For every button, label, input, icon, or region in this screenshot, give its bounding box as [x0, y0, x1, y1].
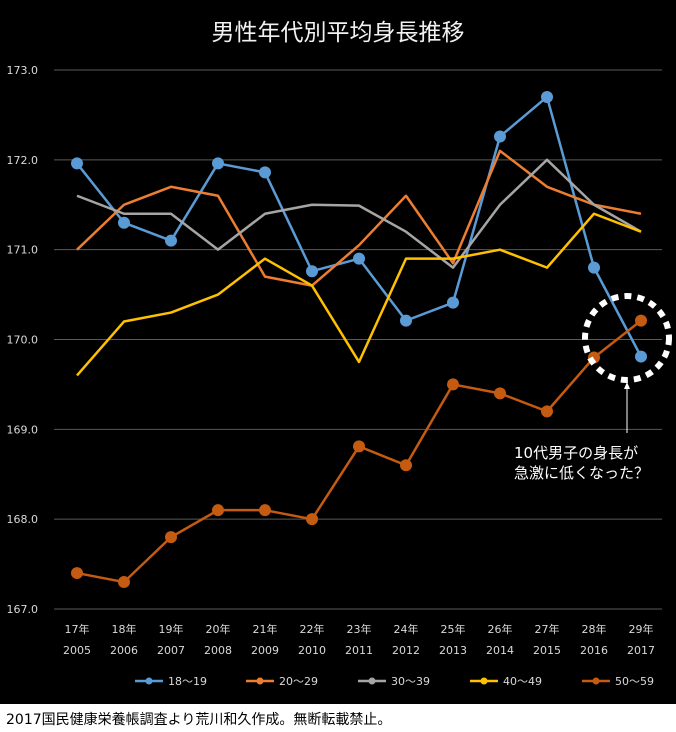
x-tick-label: 2017: [627, 644, 655, 657]
data-point: [306, 265, 318, 278]
legend-item: 40〜49: [470, 675, 542, 688]
highlight-circle: [582, 293, 672, 383]
line-chart: 男性年代別平均身長推移 173.0 172.0 171.0 170.0 169.0 168…: [7, 20, 672, 688]
legend: 18〜19 20〜29 30〜39 40〜49 50〜59: [135, 675, 654, 688]
data-point: [118, 216, 130, 229]
x-tick-label: 23年: [347, 622, 372, 636]
series-group: [71, 90, 647, 589]
series-line: [76, 158, 642, 269]
x-tick-label: 27年: [535, 622, 560, 636]
data-point: [212, 504, 224, 517]
x-tick-label: 2014: [486, 644, 514, 657]
x-tick-label: 2009: [251, 644, 279, 657]
x-tick-label: 2010: [298, 644, 326, 657]
y-tick-label: 169.0: [7, 423, 39, 436]
data-point: [494, 387, 506, 400]
legend-item: 30〜39: [358, 675, 430, 688]
data-point: [635, 314, 647, 327]
data-point: [447, 378, 459, 391]
footer-text: 2017国民健康栄養帳調査より荒川和久作成。無断転載禁止。: [6, 712, 392, 728]
data-point: [400, 314, 412, 327]
data-point: [447, 296, 459, 309]
grid: [54, 69, 662, 610]
x-tick-label: 2008: [204, 644, 232, 657]
data-point: [541, 405, 553, 418]
series-3: [76, 158, 642, 269]
x-tick-label: 2006: [110, 644, 138, 657]
legend-swatch-marker: [592, 677, 600, 685]
chart-title: 男性年代別平均身長推移: [212, 20, 465, 46]
annotation-arrowhead: [624, 382, 630, 389]
series-line: [76, 212, 642, 377]
x-tick-label: 2016: [580, 644, 608, 657]
y-tick-label: 172.0: [7, 154, 39, 167]
data-point: [588, 261, 600, 274]
chart-area: 男性年代別平均身長推移 173.0 172.0 171.0 170.0 169.0 168…: [6, 20, 672, 688]
series-line: [76, 95, 643, 358]
x-tick-label: 2011: [345, 644, 373, 657]
x-tick-label: 24年: [394, 622, 419, 636]
legend-item: 20〜29: [246, 675, 318, 688]
legend-item: 18〜19: [135, 675, 207, 688]
legend-label: 50〜59: [615, 675, 654, 688]
legend-swatch-marker: [145, 677, 153, 685]
data-point: [353, 252, 365, 265]
data-point: [541, 90, 553, 103]
data-point: [306, 513, 318, 526]
legend-label: 20〜29: [279, 675, 318, 688]
legend-label: 18〜19: [168, 675, 207, 688]
y-tick-label: 170.0: [7, 334, 39, 347]
annotation-line-1: 10代男子の身長が: [514, 444, 638, 462]
series-5: [71, 314, 647, 589]
x-tick-label: 20年: [206, 622, 231, 636]
data-point: [400, 459, 412, 472]
x-tick-label: 17年: [65, 622, 90, 636]
data-point: [212, 157, 224, 170]
data-point: [165, 234, 177, 247]
x-tick-label: 29年: [629, 622, 654, 636]
x-tick-label: 25年: [441, 622, 466, 636]
series-line: [76, 149, 642, 287]
x-tick-label: 28年: [582, 622, 607, 636]
legend-label: 40〜49: [503, 675, 542, 688]
x-tick-label: 22年: [300, 622, 325, 636]
data-point: [259, 504, 271, 517]
y-tick-label: 167.0: [7, 603, 39, 616]
data-point: [118, 576, 130, 589]
data-point: [71, 567, 83, 580]
series-4: [76, 212, 642, 377]
x-tick-label: 2015: [533, 644, 561, 657]
data-point: [71, 157, 83, 170]
y-tick-label: 173.0: [7, 64, 39, 77]
x-tick-label: 2013: [439, 644, 467, 657]
series-2: [76, 149, 642, 287]
data-point: [353, 440, 365, 453]
legend-swatch-marker: [256, 677, 264, 685]
x-axis-labels: 17年 2005 18年 2006 19年 2007 20年 2008 21年 2009 22年 20…: [63, 622, 655, 657]
y-tick-label: 168.0: [7, 513, 39, 526]
footer: 2017国民健康栄養帳調査より荒川和久作成。無断転載禁止。: [0, 704, 676, 732]
y-axis-labels: 173.0 172.0 171.0 170.0 169.0 168.0 167.0: [7, 64, 39, 616]
x-tick-label: 2005: [63, 644, 91, 657]
x-tick-label: 19年: [159, 622, 184, 636]
x-tick-label: 26年: [488, 622, 513, 636]
series-1: [71, 90, 647, 363]
data-point: [259, 166, 271, 179]
x-tick-label: 2012: [392, 644, 420, 657]
y-tick-label: 171.0: [7, 244, 39, 257]
legend-swatch-marker: [368, 677, 376, 685]
x-tick-label: 18年: [112, 622, 137, 636]
annotation: 10代男子の身長が 急激に低くなった？: [514, 293, 672, 482]
data-point: [635, 350, 647, 363]
annotation-line-2: 急激に低くなった？: [514, 464, 649, 482]
data-point: [494, 130, 506, 143]
x-tick-label: 21年: [253, 622, 278, 636]
data-point: [165, 531, 177, 544]
legend-label: 30〜39: [391, 675, 430, 688]
legend-item: 50〜59: [582, 675, 654, 688]
legend-swatch-marker: [480, 677, 488, 685]
x-tick-label: 2007: [157, 644, 185, 657]
